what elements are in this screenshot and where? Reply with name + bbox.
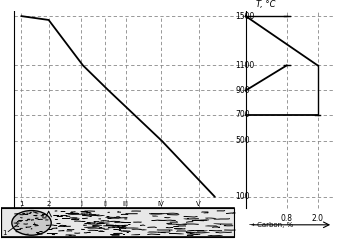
Text: 700: 700 [235, 110, 250, 119]
Text: T, °C: T, °C [256, 0, 276, 9]
Text: II: II [103, 201, 107, 207]
Text: 0.8: 0.8 [281, 214, 293, 223]
Bar [1, 208, 234, 237]
Text: 1: 1 [2, 230, 7, 236]
Text: IV: IV [158, 201, 164, 207]
Text: 900: 900 [235, 86, 250, 95]
Text: 100: 100 [235, 192, 250, 201]
Text: 1: 1 [19, 201, 23, 207]
Text: 2.0: 2.0 [312, 214, 324, 223]
Text: V: V [196, 201, 201, 207]
Text: I: I [80, 201, 82, 207]
Text: 1100: 1100 [235, 61, 255, 70]
Text: 500: 500 [235, 136, 250, 145]
Text: → Carbon, %: → Carbon, % [249, 222, 293, 228]
Text: 1500: 1500 [235, 12, 255, 21]
Text: 2: 2 [46, 201, 51, 207]
Ellipse shape [12, 210, 51, 235]
Text: III: III [123, 201, 129, 207]
